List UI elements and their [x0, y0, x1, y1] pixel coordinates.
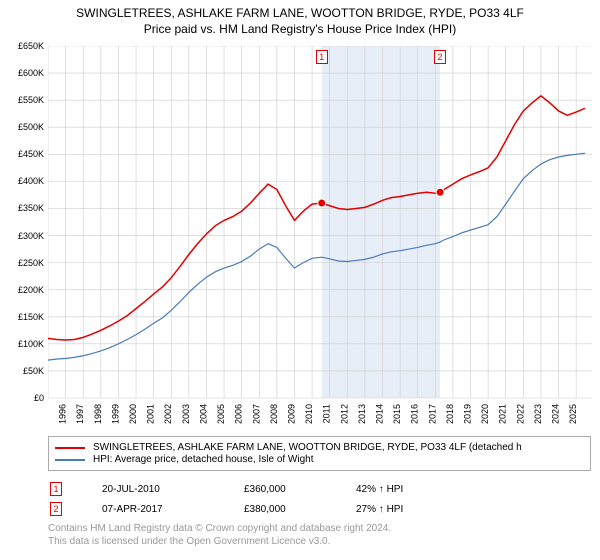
legend: SWINGLETREES, ASHLAKE FARM LANE, WOOTTON…	[48, 436, 591, 471]
svg-text:2022: 2022	[515, 404, 525, 424]
title-line-1: SWINGLETREES, ASHLAKE FARM LANE, WOOTTON…	[0, 6, 600, 22]
y-tick-label: £0	[0, 393, 44, 403]
svg-text:2019: 2019	[463, 404, 473, 424]
svg-text:2001: 2001	[146, 404, 156, 424]
svg-text:1999: 1999	[110, 404, 120, 424]
svg-text:2003: 2003	[181, 404, 191, 424]
y-tick-label: £350K	[0, 203, 44, 213]
sale-row: 1 20-JUL-2010£360,00042% ↑ HPI	[50, 480, 403, 498]
legend-swatch	[55, 447, 85, 449]
svg-text:1997: 1997	[75, 404, 85, 424]
svg-text:2018: 2018	[445, 404, 455, 424]
y-tick-label: £50K	[0, 366, 44, 376]
y-tick-label: £650K	[0, 41, 44, 51]
y-tick-label: £150K	[0, 312, 44, 322]
sale-date: 07-APR-2017	[102, 500, 242, 518]
svg-text:2000: 2000	[128, 404, 138, 424]
footer-line-1: Contains HM Land Registry data © Crown c…	[48, 522, 391, 535]
svg-text:2015: 2015	[392, 404, 402, 424]
svg-text:2013: 2013	[357, 404, 367, 424]
y-tick-label: £450K	[0, 149, 44, 159]
y-tick-label: £400K	[0, 176, 44, 186]
svg-text:2004: 2004	[198, 404, 208, 424]
svg-text:2005: 2005	[216, 404, 226, 424]
svg-text:2012: 2012	[339, 404, 349, 424]
svg-text:2002: 2002	[163, 404, 173, 424]
sale-marker-2: 2	[434, 50, 446, 64]
chart-svg: 1995 1996 1997 1998 1999 2000 2001 2002 2003 2004…	[48, 46, 592, 428]
sale-row: 2 07-APR-2017£380,00027% ↑ HPI	[50, 500, 403, 518]
legend-item: HPI: Average price, detached house, Isle…	[55, 454, 584, 465]
chart-title: SWINGLETREES, ASHLAKE FARM LANE, WOOTTON…	[0, 0, 600, 37]
svg-text:2025: 2025	[568, 404, 578, 424]
y-tick-label: £100K	[0, 339, 44, 349]
svg-text:2020: 2020	[480, 404, 490, 424]
footer-attribution: Contains HM Land Registry data © Crown c…	[48, 522, 391, 548]
svg-text:2014: 2014	[374, 404, 384, 424]
legend-item: SWINGLETREES, ASHLAKE FARM LANE, WOOTTON…	[55, 442, 584, 453]
y-tick-label: £550K	[0, 95, 44, 105]
legend-label: HPI: Average price, detached house, Isle…	[93, 454, 314, 465]
sale-index-box: 1	[50, 482, 62, 496]
svg-text:1995: 1995	[48, 404, 50, 424]
y-tick-label: £300K	[0, 231, 44, 241]
svg-text:2016: 2016	[410, 404, 420, 424]
svg-text:2023: 2023	[533, 404, 543, 424]
legend-swatch	[55, 459, 85, 461]
sale-price: £360,000	[244, 480, 354, 498]
svg-text:2009: 2009	[286, 404, 296, 424]
y-tick-label: £600K	[0, 68, 44, 78]
svg-text:2006: 2006	[234, 404, 244, 424]
legend-label: SWINGLETREES, ASHLAKE FARM LANE, WOOTTON…	[93, 442, 522, 453]
svg-text:2007: 2007	[251, 404, 261, 424]
sale-delta: 27% ↑ HPI	[356, 500, 403, 518]
svg-text:1998: 1998	[93, 404, 103, 424]
svg-text:1996: 1996	[58, 404, 68, 424]
y-tick-label: £500K	[0, 122, 44, 132]
svg-text:2008: 2008	[269, 404, 279, 424]
sales-table: 1 20-JUL-2010£360,00042% ↑ HPI 2 07-APR-201…	[48, 478, 405, 520]
svg-text:2011: 2011	[322, 404, 332, 423]
y-tick-label: £250K	[0, 258, 44, 268]
title-line-2: Price paid vs. HM Land Registry's House …	[0, 22, 600, 38]
sale-date: 20-JUL-2010	[102, 480, 242, 498]
svg-text:2017: 2017	[427, 404, 437, 424]
footer-line-2: This data is licensed under the Open Gov…	[48, 535, 391, 548]
svg-text:2010: 2010	[304, 404, 314, 424]
svg-text:2024: 2024	[551, 404, 561, 424]
svg-text:2021: 2021	[498, 404, 508, 424]
y-tick-label: £200K	[0, 285, 44, 295]
sale-marker-1: 1	[316, 50, 328, 64]
sale-index-box: 2	[50, 502, 62, 516]
sale-delta: 42% ↑ HPI	[356, 480, 403, 498]
sale-price: £380,000	[244, 500, 354, 518]
chart-plot-area: 1995 1996 1997 1998 1999 2000 2001 2002 2003 2004…	[48, 46, 592, 428]
